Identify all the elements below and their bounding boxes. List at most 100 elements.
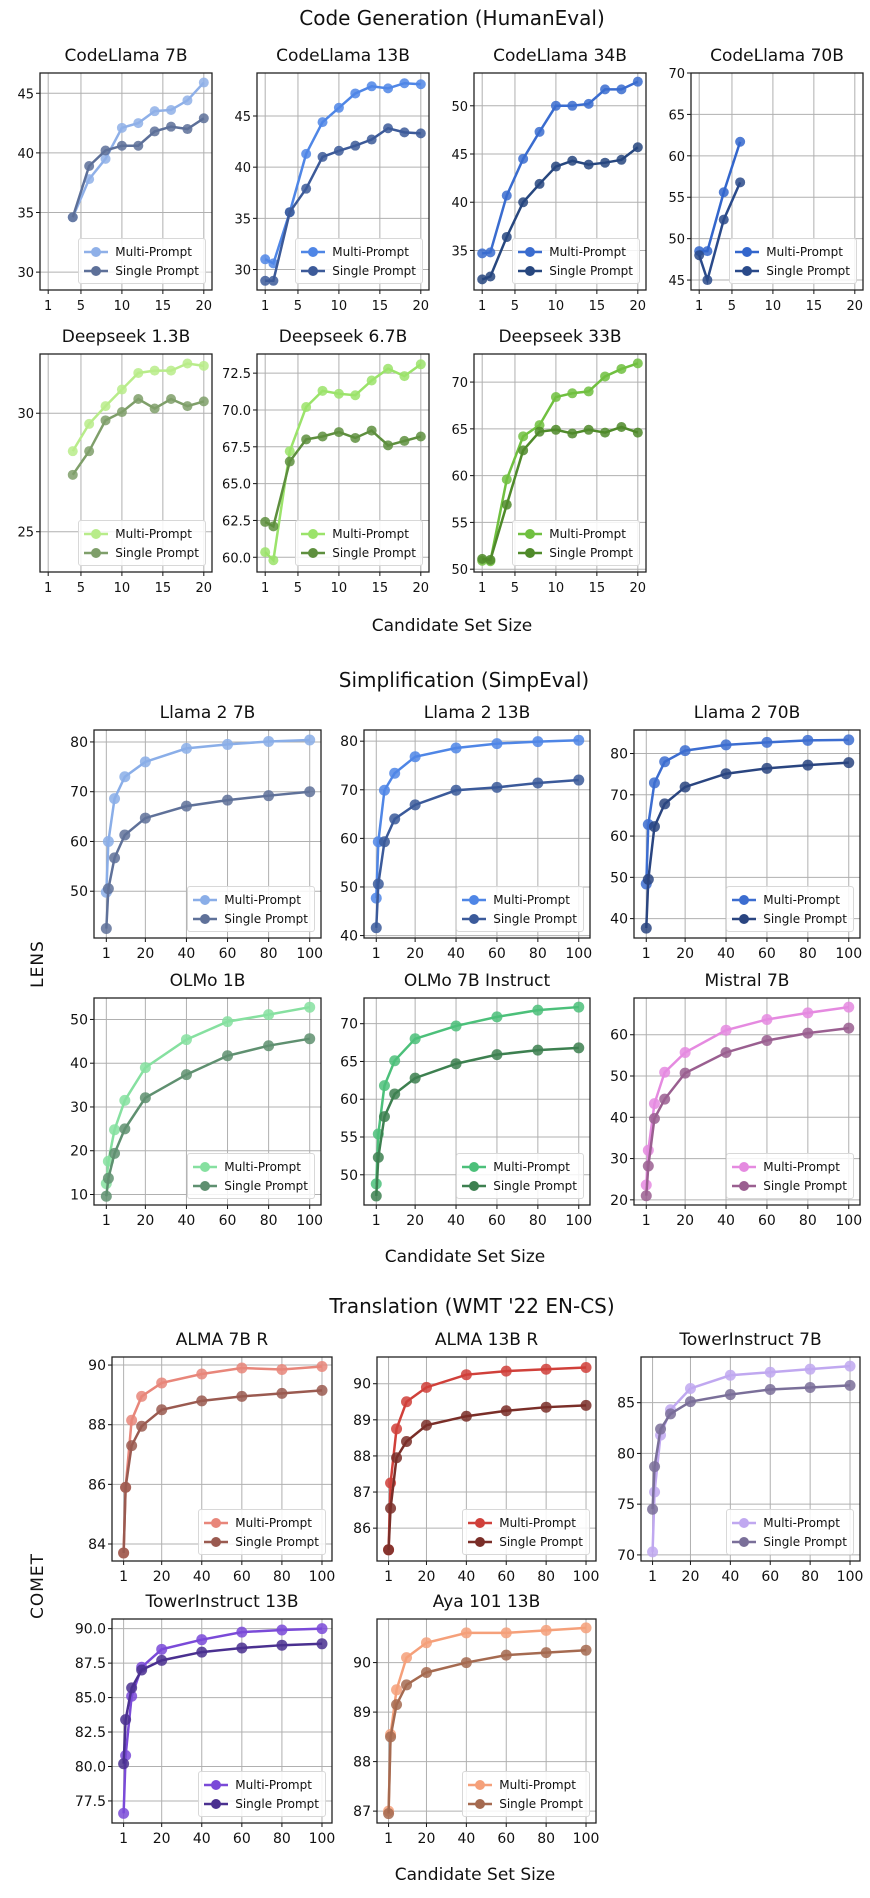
data-point-single-prompt (378, 1111, 390, 1123)
data-point-multi-prompt (166, 365, 177, 376)
subplot-aya-101-13b: Aya 101 13B 1 20 40 60 80 100 87 88 89 90 Multi-Pro… (353, 1592, 599, 1847)
data-point-multi-prompt (139, 756, 151, 768)
data-point-single-prompt (102, 1172, 114, 1184)
data-point-multi-prompt (149, 365, 160, 376)
data-point-multi-prompt (149, 106, 160, 117)
legend-label: Single Prompt (499, 1534, 583, 1549)
x-tick-label: 60 (758, 1213, 776, 1229)
data-point-single-prompt (317, 431, 328, 442)
data-point-multi-prompt (761, 1013, 773, 1025)
data-point-single-prompt (370, 922, 382, 934)
data-point-multi-prompt (702, 246, 713, 257)
legend-item: Single Prompt (467, 1532, 583, 1551)
x-tick-label: 20 (413, 581, 430, 596)
x-tick-label: 1 (372, 1213, 381, 1229)
plot-area: 1 20 40 60 80 100 84 86 88 90 (88, 1356, 335, 1585)
data-point-multi-prompt (648, 777, 660, 789)
data-point-single-prompt (126, 1682, 138, 1694)
x-tick-label: 40 (717, 946, 735, 962)
axes-frame (363, 729, 591, 939)
x-tick-label: 1 (478, 299, 486, 314)
x-tick-label: 40 (717, 1213, 735, 1229)
data-point-multi-prompt (580, 1361, 592, 1373)
data-point-multi-prompt (583, 98, 594, 109)
legend-item: Multi-Prompt (192, 1157, 308, 1176)
data-point-single-prompt (84, 161, 95, 171)
x-tick-label: 10 (548, 581, 565, 596)
data-point-multi-prompt (316, 1623, 328, 1635)
data-point-single-prompt (540, 1647, 552, 1659)
x-tick-label: 10 (331, 299, 348, 314)
data-point-single-prompt (383, 123, 394, 134)
y-tick-label: 40 (610, 1110, 628, 1126)
axes-frame (39, 72, 213, 291)
data-point-multi-prompt (198, 360, 209, 371)
legend-label: Multi-Prompt (763, 1159, 840, 1174)
legend-item: Multi-Prompt (300, 524, 416, 543)
subplot-title: Llama 2 13B (423, 703, 531, 723)
y-tick-label: 50 (451, 563, 468, 578)
legend-marker-icon (301, 246, 326, 257)
y-tick-label: 72.5 (222, 367, 251, 382)
legend: Multi-Prompt Single Prompt (726, 1153, 854, 1199)
x-tick-label: 100 (296, 946, 323, 962)
legend-marker-icon (84, 246, 109, 257)
x-tick-label: 80 (537, 1831, 555, 1847)
y-tick-label: 55 (451, 516, 468, 531)
data-point-multi-prompt (136, 1390, 148, 1402)
subplot-title: CodeLlama 70B (710, 46, 844, 66)
y-tick-label: 50 (70, 884, 88, 900)
x-tick-label: 80 (801, 1569, 819, 1585)
legend-label: Single Prompt (332, 263, 416, 278)
data-point-single-prompt (632, 142, 643, 153)
x-tick-label: 40 (447, 1213, 465, 1229)
x-tick-label: 5 (77, 581, 85, 596)
axes-frame (690, 72, 864, 291)
legend-label: Single Prompt (549, 545, 633, 560)
data-point-multi-prompt (276, 1364, 288, 1376)
axes-frame (473, 353, 647, 573)
data-point-single-prompt (120, 1481, 132, 1493)
y-tick-label: 65.0 (222, 478, 251, 493)
x-tick-label: 60 (497, 1569, 515, 1585)
series-line-single-prompt (264, 429, 422, 529)
subplot-title: Llama 2 7B (159, 703, 256, 723)
x-tick-label: 80 (799, 1213, 817, 1229)
y-tick-label: 55 (668, 191, 685, 206)
data-point-single-prompt (580, 1644, 592, 1656)
data-point-single-prompt (477, 274, 488, 285)
y-tick-label: 65 (668, 108, 685, 123)
subplot-deepseek-6-7b: Deepseek 6.7B 1 5 10 15 20 60.0 62.5 65.0 67.5 70.… (222, 327, 430, 596)
y-tick-label: 45 (451, 148, 468, 163)
data-point-single-prompt (735, 177, 746, 188)
x-tick-label: 1 (642, 946, 651, 962)
data-point-single-prompt (532, 777, 544, 789)
legend-marker-icon (301, 265, 326, 276)
x-tick-label: 10 (548, 299, 565, 314)
data-point-single-prompt (100, 145, 111, 156)
axes-frame (93, 997, 322, 1206)
series-line-multi-prompt (375, 738, 579, 899)
y-tick-label: 50 (340, 880, 358, 896)
legend-item: Single Prompt (83, 543, 199, 562)
data-point-single-prompt (391, 1699, 403, 1711)
legend-item: Multi-Prompt (203, 1775, 319, 1794)
legend-label: Single Prompt (493, 911, 577, 926)
x-tick-label: 20 (406, 946, 424, 962)
data-point-multi-prompt (567, 100, 578, 111)
x-tick-label: 1 (119, 1831, 128, 1847)
y-axis-label-comet: COMET (28, 1552, 48, 1620)
y-tick-label: 70 (451, 376, 468, 391)
data-point-multi-prompt (583, 386, 594, 397)
legend-label: Single Prompt (235, 1534, 319, 1549)
data-point-single-prompt (802, 1027, 814, 1039)
y-tick-label: 20 (610, 1193, 628, 1209)
data-point-single-prompt (350, 432, 361, 443)
y-tick-label: 35 (451, 244, 468, 259)
section-title-simplification: Simplification (SimpEval) (338, 668, 590, 692)
subplot-title: OLMo 1B (169, 971, 246, 991)
y-tick-label: 45 (234, 110, 251, 125)
y-tick-label: 70 (610, 788, 628, 804)
series-line-multi-prompt (105, 738, 310, 893)
data-point-single-prompt (119, 1123, 131, 1135)
